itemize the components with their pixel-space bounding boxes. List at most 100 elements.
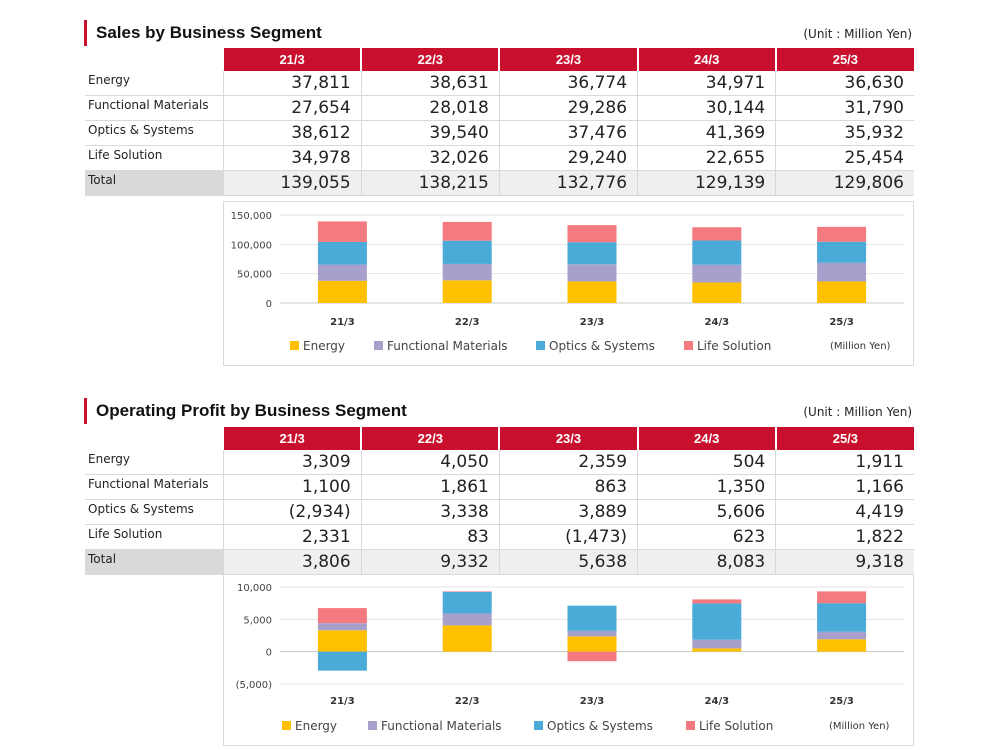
legend-item-optics-systems: Optics & Systems (536, 339, 655, 353)
bar-segment-energy (817, 281, 867, 303)
table-cell: 37,476 (498, 120, 638, 146)
table-cell: 1,822 (775, 524, 914, 550)
table-cell: 36,630 (775, 71, 914, 96)
bar-segment-functional-materials (692, 639, 742, 649)
table-cell: 30,144 (637, 95, 776, 121)
table-cell: 132,776 (498, 170, 638, 196)
table-cell: 504 (637, 450, 776, 475)
profit-header-blank (85, 427, 223, 450)
profit-row-functional-materials: Functional Materials 1,100 1,861 863 1,3… (85, 474, 914, 500)
profit-period-header: 25/3 (774, 427, 914, 450)
table-cell: 2,359 (498, 450, 638, 475)
table-cell: 1,350 (637, 474, 776, 500)
x-category-label: 24/3 (705, 696, 730, 707)
table-cell: 4,419 (775, 499, 914, 525)
bar-segment-life-solution (442, 591, 492, 592)
bar-segment-energy (567, 281, 617, 303)
row-label: Total (85, 170, 223, 196)
x-category-label: 22/3 (455, 696, 480, 707)
row-label: Functional Materials (85, 474, 223, 500)
bar-segment-functional-materials (442, 613, 492, 626)
table-cell: 25,454 (775, 145, 914, 171)
row-label: Functional Materials (85, 95, 223, 121)
legend-label: Functional Materials (387, 339, 508, 353)
profit-section-title: Operating Profit by Business Segment (84, 398, 407, 424)
legend-swatch (534, 721, 543, 730)
row-label: Optics & Systems (85, 499, 223, 525)
profit-chart-plot: (5,000) 0 5,000 10,000 21/3 22/3 23/3 24/3 25/3 (236, 583, 904, 707)
profit-legend-unit-note: (Million Yen) (829, 721, 890, 732)
table-cell: 37,811 (222, 71, 362, 96)
x-category-label: 25/3 (829, 317, 854, 328)
legend-label: Life Solution (699, 719, 774, 733)
sales-header-blank (85, 48, 223, 71)
legend-item-optics-systems: Optics & Systems (534, 719, 653, 733)
sales-row-optics-systems: Optics & Systems 38,612 39,540 37,476 41… (85, 120, 914, 146)
sales-row-total: Total 139,055 138,215 132,776 129,139 12… (85, 170, 914, 196)
table-cell: 28,018 (360, 95, 500, 121)
bar-segment-life-solution (692, 599, 742, 604)
bar-segment-optics-systems (442, 591, 492, 614)
sales-row-life-solution: Life Solution 34,978 32,026 29,240 22,65… (85, 145, 914, 171)
legend-swatch (282, 721, 291, 730)
bar-segment-energy (442, 625, 492, 652)
sales-period-header: 23/3 (498, 48, 638, 71)
table-cell: 3,806 (222, 549, 362, 575)
table-cell: 4,050 (360, 450, 500, 475)
row-label: Energy (85, 450, 223, 475)
legend-swatch (368, 721, 377, 730)
table-cell: 129,806 (775, 170, 914, 196)
bar-segment-functional-materials (817, 262, 867, 282)
table-cell: 1,861 (360, 474, 500, 500)
bar-segment-energy (817, 639, 867, 652)
bar-segment-optics-systems (817, 603, 867, 632)
table-cell: 8,083 (637, 549, 776, 575)
profit-unit-label: (Unit : Million Yen) (803, 405, 912, 419)
bar-segment-functional-materials (567, 264, 617, 282)
bar-segment-functional-materials (692, 264, 742, 283)
profit-period-header: 21/3 (221, 427, 362, 450)
legend-swatch (536, 341, 545, 350)
bar-segment-functional-materials (317, 264, 367, 281)
table-cell: 38,631 (360, 71, 500, 96)
y-tick-label: 50,000 (237, 270, 272, 281)
x-category-label: 21/3 (330, 317, 355, 328)
table-cell: 29,286 (498, 95, 638, 121)
sales-period-header: 21/3 (221, 48, 362, 71)
bar-segment-functional-materials (567, 630, 617, 637)
sales-row-energy: Energy 37,811 38,631 36,774 34,971 36,63… (85, 71, 914, 96)
bar-segment-life-solution (817, 591, 867, 604)
table-cell: 1,100 (222, 474, 362, 500)
sales-period-header: 24/3 (636, 48, 776, 71)
bar-segment-energy (317, 280, 367, 303)
row-label: Total (85, 549, 223, 575)
profit-header-row: 21/3 22/3 23/3 24/3 25/3 (85, 427, 914, 450)
table-cell: 138,215 (360, 170, 500, 196)
table-cell: 41,369 (637, 120, 776, 146)
table-cell: (2,934) (222, 499, 362, 525)
sales-row-functional-materials: Functional Materials 27,654 28,018 29,28… (85, 95, 914, 121)
x-category-label: 23/3 (580, 317, 605, 328)
profit-row-total: Total 3,806 9,332 5,638 8,083 9,318 (85, 549, 914, 575)
y-tick-label: (5,000) (236, 680, 273, 691)
table-cell: 129,139 (637, 170, 776, 196)
bar-segment-optics-systems (567, 242, 617, 265)
table-cell: 3,338 (360, 499, 500, 525)
sales-chart: 0 50,000 100,000 150,000 21/3 22/3 23/3 24/3 25/… (223, 201, 914, 366)
row-label: Energy (85, 71, 223, 96)
legend-label: Energy (303, 339, 346, 353)
table-cell: 29,240 (498, 145, 638, 171)
x-category-label: 21/3 (330, 696, 355, 707)
x-category-label: 23/3 (580, 696, 605, 707)
x-category-label: 24/3 (705, 317, 730, 328)
bar-segment-life-solution (317, 221, 367, 242)
sales-legend-unit-note: (Million Yen) (830, 341, 891, 352)
row-label: Optics & Systems (85, 120, 223, 146)
legend-label: Life Solution (697, 339, 772, 353)
bar-segment-functional-materials (442, 263, 492, 281)
bar-segment-optics-systems (692, 240, 742, 265)
bar-segment-functional-materials (817, 631, 867, 640)
y-tick-label: 5,000 (243, 615, 272, 626)
legend-swatch (684, 341, 693, 350)
legend-label: Optics & Systems (547, 719, 653, 733)
